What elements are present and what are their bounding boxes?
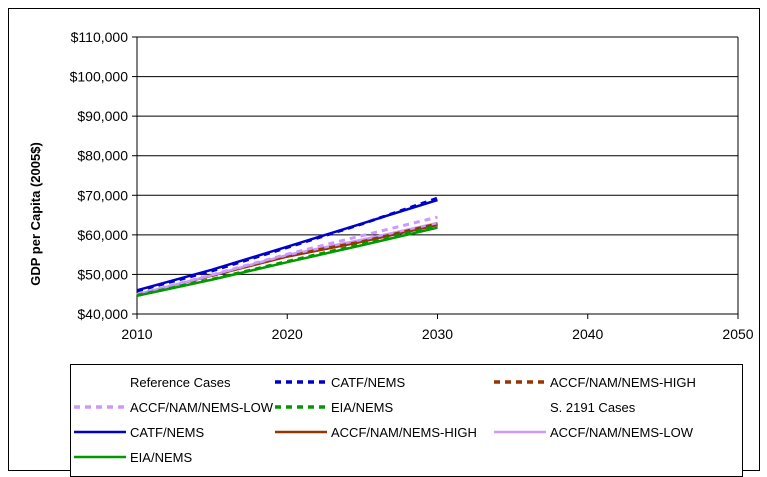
y-tick-label: $100,000 xyxy=(70,69,129,85)
y-tick-label: $40,000 xyxy=(77,306,128,322)
y-tick-label: $50,000 xyxy=(77,266,128,282)
legend-label: ACCF/NAM/NEMS-LOW xyxy=(130,400,274,415)
legend-header: S. 2191 Cases xyxy=(550,400,636,415)
y-axis-label: GDP per Capita (2005$) xyxy=(28,142,43,286)
y-tick-label: $80,000 xyxy=(77,148,128,164)
y-tick-label: $60,000 xyxy=(77,227,128,243)
legend-label: EIA/NEMS xyxy=(130,450,192,465)
x-tick-label: 2020 xyxy=(272,326,303,342)
y-axis-ticks: $40,000 $50,000 $60,000 $70,000 $80,000 $90,0… xyxy=(70,29,137,322)
y-tick-label: $90,000 xyxy=(77,108,128,124)
series-line-eia-nems-dashed xyxy=(136,224,438,297)
gridlines xyxy=(137,36,738,275)
legend-box xyxy=(70,364,743,477)
x-tick-label: 2050 xyxy=(722,326,753,342)
series-lines xyxy=(136,196,438,298)
legend-label: ACCF/NAM/NEMS-LOW xyxy=(550,425,694,440)
legend-label: CATF/NEMS xyxy=(130,425,204,440)
legend-label: EIA/NEMS xyxy=(331,400,393,415)
x-tick-label: 2010 xyxy=(121,326,152,342)
legend-label: CATF/NEMS xyxy=(331,375,405,390)
x-tick-label: 2030 xyxy=(422,326,453,342)
legend-label: ACCF/NAM/NEMS-HIGH xyxy=(331,425,477,440)
legend-header: Reference Cases xyxy=(130,375,231,390)
x-tick-label: 2040 xyxy=(572,326,603,342)
legend-label: ACCF/NAM/NEMS-HIGH xyxy=(550,375,696,390)
series-line-catf-nems-dashed xyxy=(136,196,438,293)
y-tick-label: $70,000 xyxy=(77,187,128,203)
legend: Reference Cases CATF/NEMS ACCF/NAM/NEMS-HI… xyxy=(70,364,743,477)
y-tick-label: $110,000 xyxy=(71,29,129,45)
x-axis-ticks: 2010 2020 2030 2040 2050 xyxy=(121,314,754,342)
series-line-accf-nam-nems-low-dashed xyxy=(136,215,438,297)
